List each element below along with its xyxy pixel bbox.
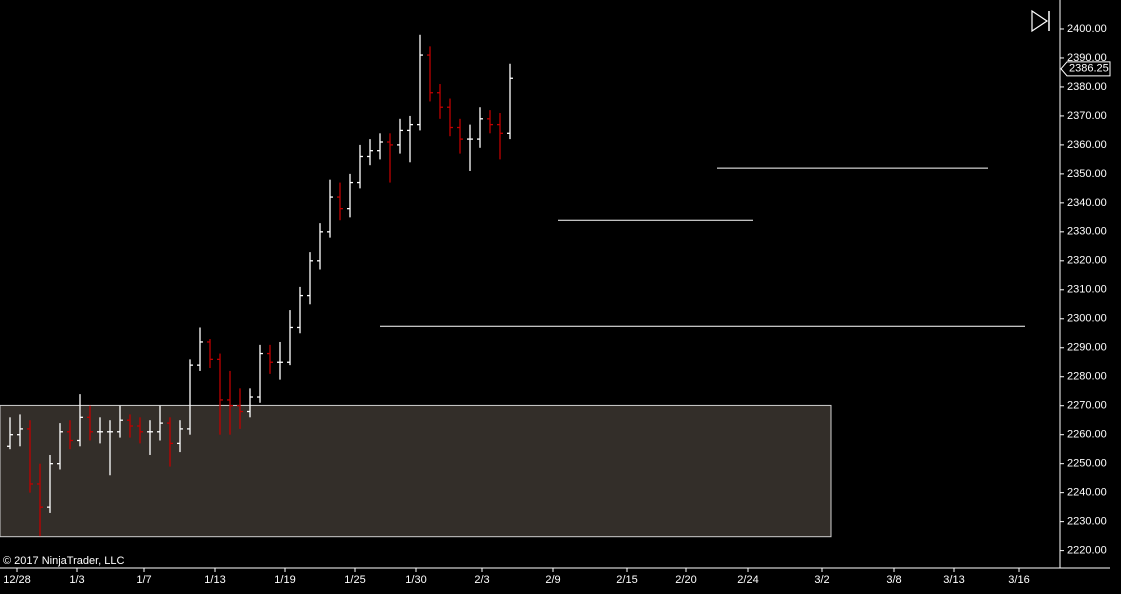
ohlc-bar [407,115,413,163]
zone [0,404,832,538]
ohlc-bar [377,133,383,160]
ohlc-bar [467,124,473,171]
x-tick-label: 2/24 [737,574,758,586]
ohlc-bar [447,98,453,137]
ohlc-bar [287,310,293,366]
y-tick-label: 2220.00 [1067,545,1107,557]
last-price-tag [1060,61,1111,77]
ohlc-bar [457,118,463,154]
ohlc-bar [47,454,53,513]
ohlc-bar [187,359,193,435]
ohlc-bar [37,463,43,537]
y-tick-label: 2270.00 [1067,400,1107,412]
ohlc-bar [317,223,323,270]
y-tick-label: 2300.00 [1067,313,1107,325]
x-tick-label: 2/20 [675,574,696,586]
y-tick-label: 2350.00 [1067,168,1107,180]
y-tick-label: 2380.00 [1067,81,1107,93]
ohlc-bar [247,388,253,418]
y-tick-label: 2310.00 [1067,284,1107,296]
y-tick-label: 2400.00 [1067,23,1107,35]
ohlc-bar [137,417,143,444]
y-tick-label: 2320.00 [1067,255,1107,267]
ohlc-bar [207,339,213,369]
y-tick-label: 2390.00 [1067,52,1107,64]
y-tick-label: 2290.00 [1067,342,1107,354]
x-tick-label: 1/3 [69,574,84,586]
ohlc-bar [77,394,83,447]
x-tick-label: 1/30 [405,574,426,586]
ohlc-bar [67,420,73,450]
y-tick-label: 2260.00 [1067,429,1107,441]
ohlc-bar [357,144,363,189]
ohlc-bar [127,414,133,438]
ohlc-bar [17,414,23,447]
ohlc-bar [57,423,63,470]
ohlc-bar [477,107,483,148]
x-tick-label: 3/2 [814,574,829,586]
y-tick-label: 2240.00 [1067,487,1107,499]
x-tick-label: 3/16 [1008,574,1029,586]
y-tick-label: 2230.00 [1067,516,1107,528]
x-tick-label: 2/9 [545,574,560,586]
ohlc-bar [347,173,353,218]
ohlc-bar [197,327,203,371]
ohlc-bar [227,370,233,435]
y-tick-label: 2250.00 [1067,458,1107,470]
y-tick-label: 2280.00 [1067,371,1107,383]
copyright: © 2017 NinjaTrader, LLC [3,555,124,567]
ohlc-bar [297,286,303,334]
ohlc-bar [337,182,343,221]
x-tick-label: 2/15 [616,574,637,586]
ohlc-bar [427,46,433,102]
ohlc-bar [497,113,503,160]
x-tick-label: 3/8 [886,574,901,586]
ohlc-bar [417,34,423,131]
ohlc-bar [277,341,283,380]
x-tick-label: 1/7 [136,574,151,586]
ohlc-bar [397,118,403,154]
ohlc-bar [147,420,153,455]
y-tick-label: 2370.00 [1067,110,1107,122]
ohlc-bar [507,63,513,140]
ohlc-bar [367,139,373,166]
x-tick-label: 1/13 [204,574,225,586]
x-tick-label: 1/19 [274,574,295,586]
y-tick-label: 2340.00 [1067,197,1107,209]
button-icon [1031,9,1049,33]
ohlc-bar [217,353,223,435]
ohlc-bar [177,420,183,453]
ohlc-bar [257,344,263,403]
ohlc-bar [237,388,243,429]
ohlc-bar [107,420,113,476]
y-tick-label: 2360.00 [1067,139,1107,151]
ohlc-bar [437,84,443,119]
ohlc-bar [27,420,33,493]
x-tick-label: 12/28 [3,574,31,586]
ohlc-bar [487,110,493,134]
last-price-label: 2386.25 [1069,63,1109,75]
ohlc-bar [307,252,313,305]
x-tick-label: 3/13 [943,574,964,586]
ohlc-bar [327,179,333,238]
x-tick-label: 1/25 [344,574,365,586]
ohlc-bar [97,417,103,444]
ohlc-bar [87,405,93,441]
ohlc-bar [7,417,13,450]
ohlc-bar [157,405,163,441]
scroll-end-button[interactable] [1028,9,1052,33]
x-tick-label: 2/3 [474,574,489,586]
ohlc-bar [267,344,273,374]
ohlc-bar [117,405,123,438]
ohlc-bar [167,417,173,467]
ohlc-bar [387,133,393,183]
y-tick-label: 2330.00 [1067,226,1107,238]
